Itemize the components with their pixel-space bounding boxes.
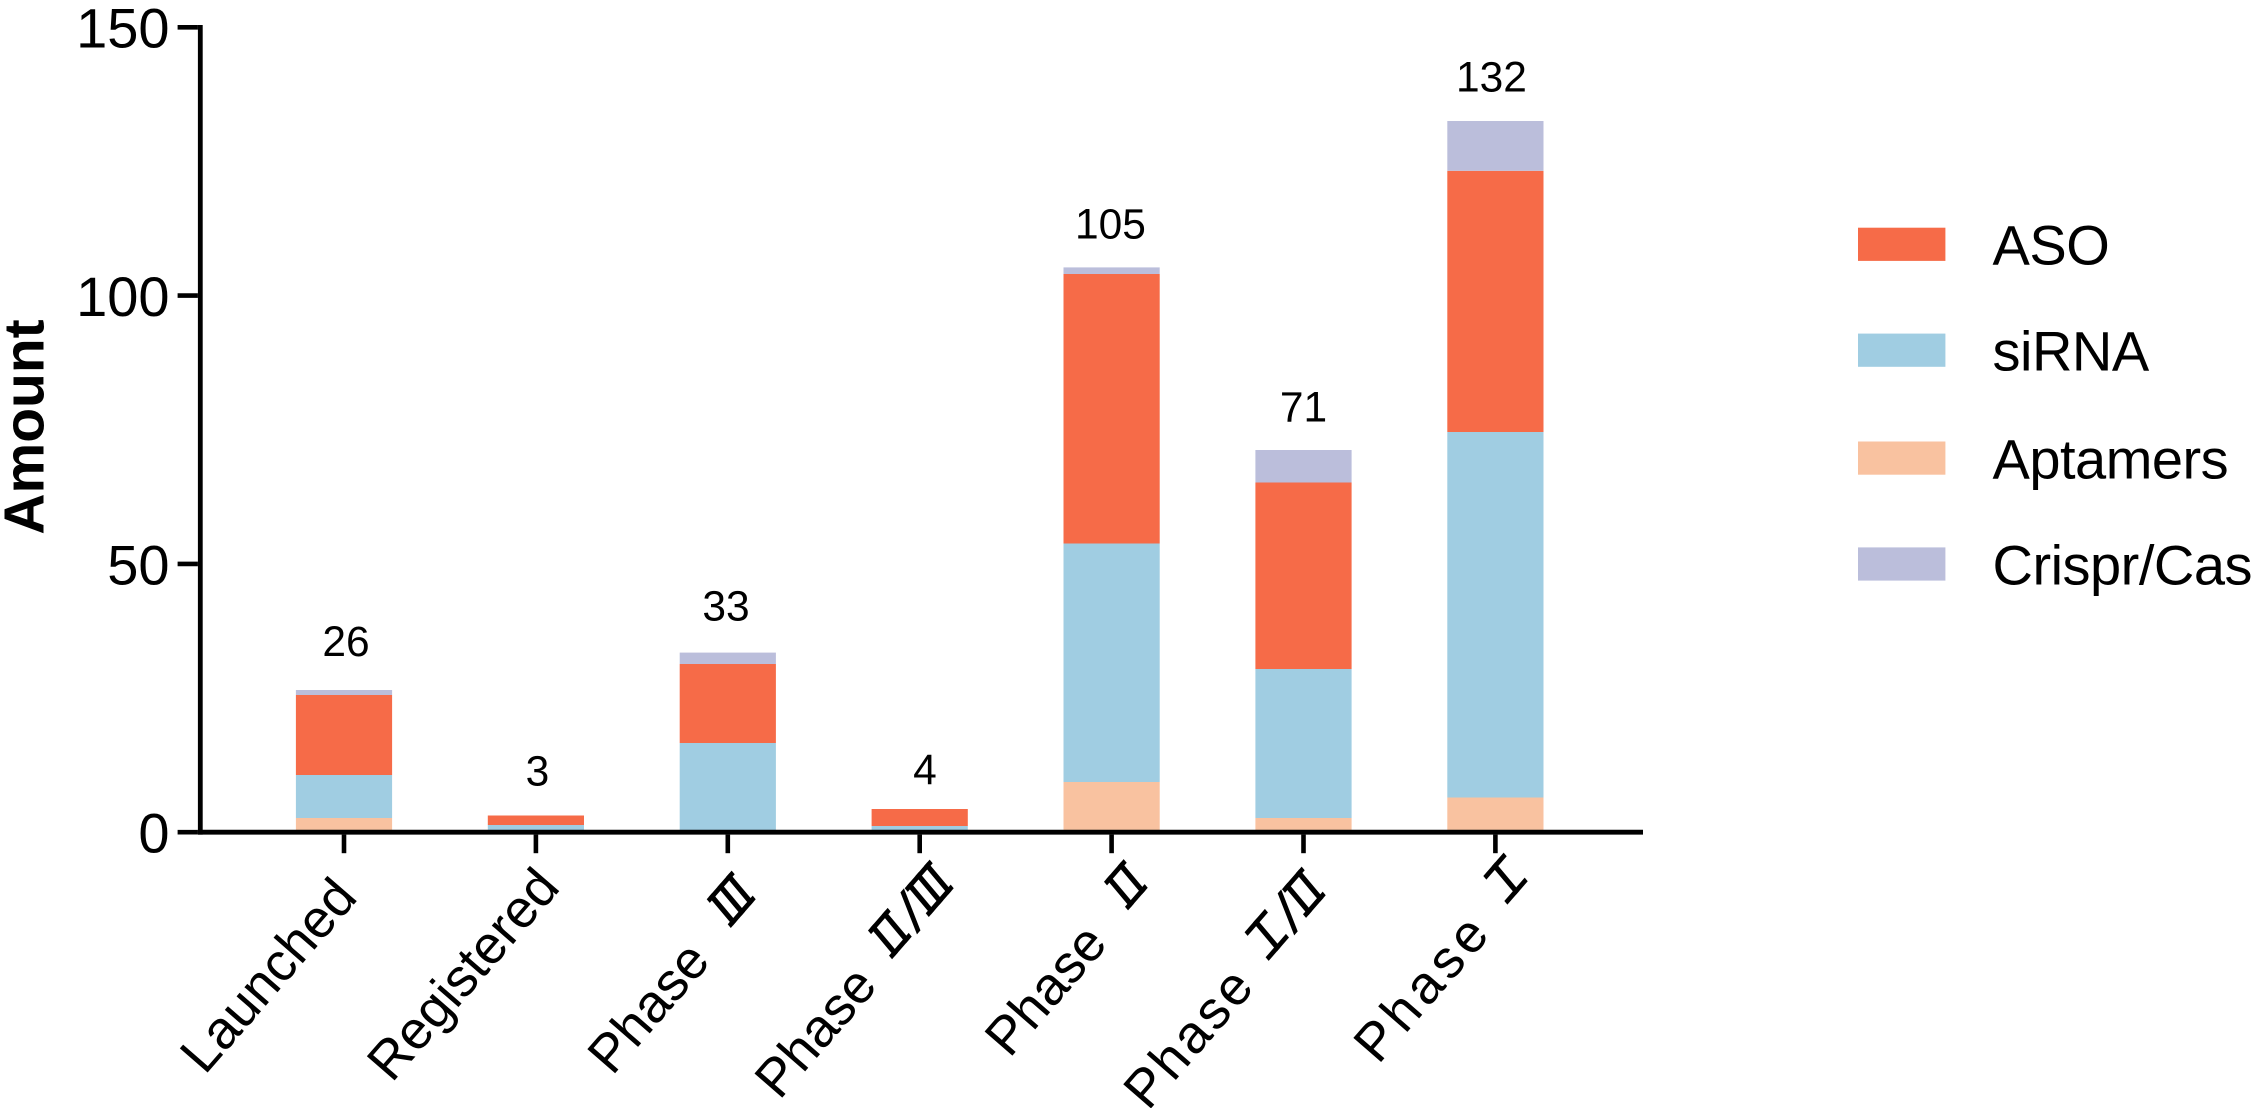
svg-text:33: 33 — [702, 584, 749, 631]
svg-text:4: 4 — [913, 747, 937, 794]
svg-text:3: 3 — [526, 749, 550, 796]
svg-text:ASO: ASO — [1993, 214, 2110, 277]
svg-text:0: 0 — [138, 802, 169, 865]
svg-text:71: 71 — [1280, 385, 1327, 432]
svg-text:132: 132 — [1456, 55, 1527, 102]
svg-text:50: 50 — [107, 533, 169, 596]
svg-text:100: 100 — [76, 265, 169, 328]
svg-text:26: 26 — [322, 619, 369, 666]
svg-text:Crispr/Cas: Crispr/Cas — [1993, 533, 2252, 596]
svg-text:siRNA: siRNA — [1993, 320, 2150, 383]
svg-text:Amount: Amount — [0, 319, 57, 534]
svg-text:Aptamers: Aptamers — [1993, 428, 2229, 491]
svg-text:105: 105 — [1075, 202, 1146, 249]
svg-text:150: 150 — [76, 0, 169, 60]
